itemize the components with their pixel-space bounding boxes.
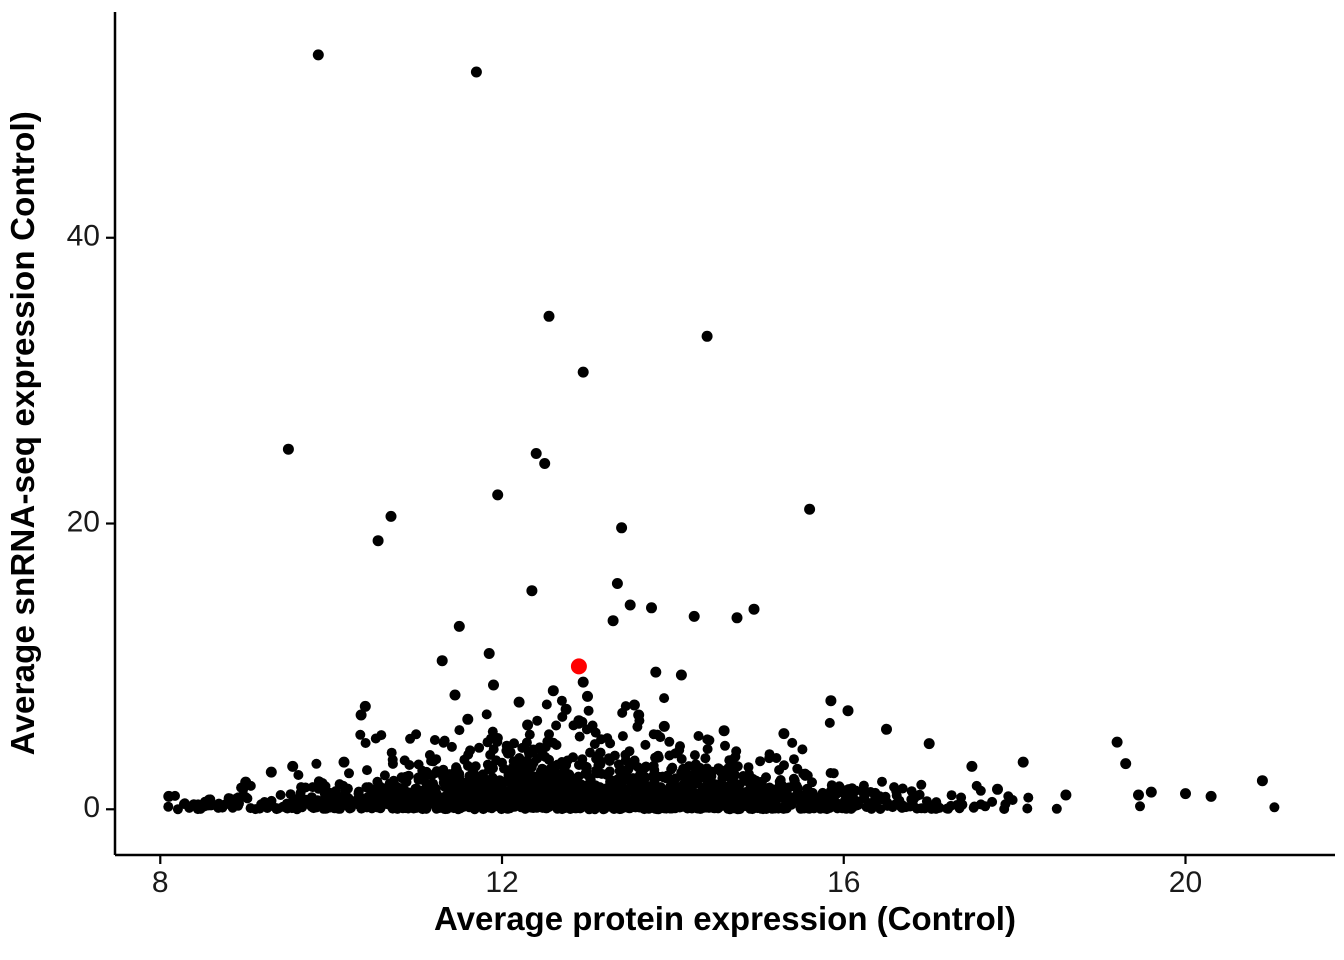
x-tick-label: 12 — [485, 866, 518, 899]
y-axis-title: Average snRNA-seq expression Control) — [4, 111, 41, 756]
highlighted-point — [570, 658, 587, 675]
y-tick-label: 20 — [67, 505, 100, 538]
y-tick-label: 40 — [67, 220, 100, 253]
y-tick-label: 0 — [83, 791, 100, 824]
y-axis-title-wrap: Average snRNA-seq expression Control) — [4, 12, 42, 855]
x-tick-label: 8 — [152, 866, 169, 899]
outlier-points — [163, 49, 1268, 811]
x-axis-title: Average protein expression (Control) — [434, 900, 1016, 937]
cloud-points — [163, 693, 1280, 815]
x-tick-label: 20 — [1169, 866, 1202, 899]
x-tick-label: 16 — [827, 866, 860, 899]
